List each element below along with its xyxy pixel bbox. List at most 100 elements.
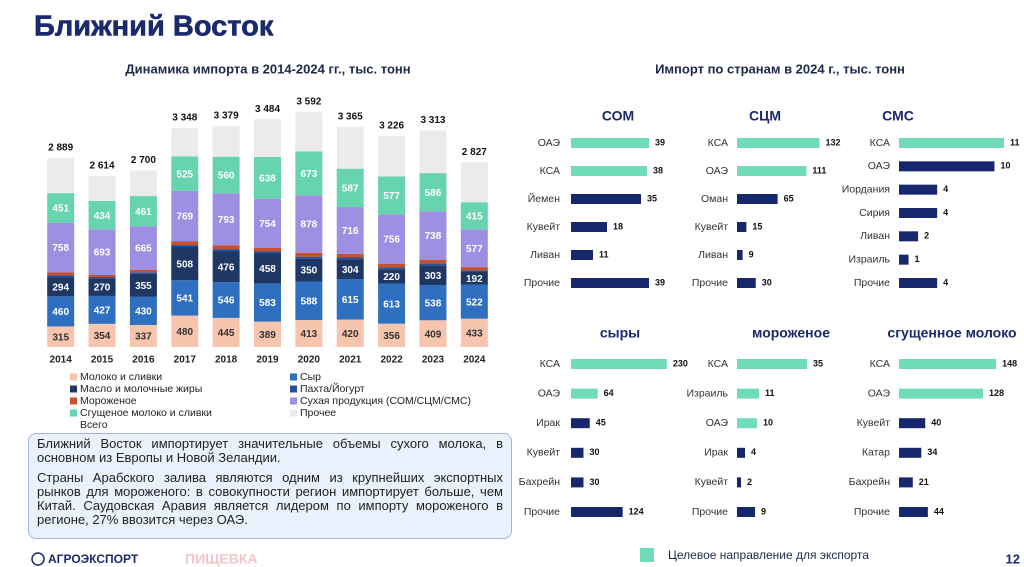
- bar-segment: [212, 317, 240, 347]
- total-label: 3 348: [172, 113, 197, 124]
- bar: [571, 138, 649, 148]
- legend-swatch: [290, 397, 297, 405]
- panel-title: СОМ: [602, 108, 634, 124]
- x-tick-label: 2015: [91, 355, 114, 366]
- data-label: 355: [135, 281, 152, 292]
- data-label: 294: [52, 282, 69, 293]
- bar: [899, 208, 938, 218]
- bar-segment: [171, 190, 199, 242]
- panel-title: сыры: [600, 325, 640, 341]
- data-label: 4: [943, 277, 948, 287]
- total-label: 3 484: [255, 104, 280, 115]
- data-label: 577: [383, 191, 400, 202]
- data-label: 39: [655, 137, 665, 147]
- bar: [737, 447, 745, 458]
- chart-title: Импорт по странам в 2024 г., тыс. тонн: [655, 61, 905, 76]
- data-label: 11: [1010, 137, 1020, 147]
- bar: [571, 477, 584, 488]
- bar-segment: [460, 229, 488, 268]
- total-label: 2 700: [131, 155, 156, 166]
- data-label: 546: [218, 296, 235, 307]
- x-tick-label: 2014: [50, 355, 73, 366]
- y-tick-label: Ливан: [530, 249, 560, 261]
- data-label: 588: [301, 296, 318, 307]
- y-tick-label: Прочие: [524, 506, 560, 518]
- data-label: 427: [94, 306, 111, 317]
- page-number: 12: [1006, 551, 1020, 566]
- bar-segment: [88, 176, 116, 201]
- data-label: 445: [218, 328, 235, 339]
- bar-segment: [129, 196, 157, 227]
- bar-segment: [254, 156, 281, 199]
- legend-swatch: [70, 397, 77, 405]
- data-label: 420: [342, 329, 359, 340]
- bar-segment: [254, 247, 281, 252]
- bar: [571, 222, 607, 232]
- data-label: 458: [259, 264, 276, 275]
- bar-segment: [460, 318, 488, 347]
- data-label: 350: [301, 266, 318, 277]
- data-label: 1: [915, 254, 920, 264]
- data-label: 39: [655, 277, 665, 287]
- bar: [571, 447, 584, 458]
- x-tick-label: 2017: [174, 355, 197, 366]
- panel-title: СЦМ: [749, 108, 781, 124]
- data-label: 2: [924, 231, 929, 241]
- y-tick-label: Ирак: [536, 417, 560, 429]
- data-label: 220: [383, 272, 400, 283]
- y-tick-label: Прочие: [854, 506, 890, 518]
- data-label: 461: [135, 207, 152, 218]
- bar-segment: [460, 162, 488, 203]
- data-label: 304: [342, 265, 359, 276]
- data-label: 124: [629, 506, 644, 516]
- bar: [737, 250, 743, 260]
- data-label: 303: [425, 271, 442, 282]
- total-label: 3 592: [296, 97, 321, 108]
- bar-segment: [47, 277, 75, 297]
- bar: [899, 138, 1004, 148]
- bar-segment: [254, 119, 281, 157]
- bar: [737, 166, 807, 176]
- y-tick-label: Бахрейн: [519, 476, 561, 488]
- bar-segment: [419, 259, 447, 264]
- legend-swatch: [290, 373, 297, 381]
- bar: [571, 359, 667, 369]
- y-tick-label: Кувейт: [695, 221, 729, 233]
- data-label: 64: [604, 388, 614, 398]
- bar: [737, 507, 755, 517]
- bar-segment: [212, 245, 240, 250]
- total-label: 3 365: [338, 112, 363, 123]
- bar-segment: [88, 276, 116, 279]
- data-label: 451: [52, 204, 69, 215]
- y-tick-label: Кувейт: [695, 476, 729, 488]
- data-label: 560: [218, 171, 235, 182]
- y-tick-label: ОАЭ: [706, 165, 729, 177]
- bar-segment: [129, 272, 157, 274]
- y-tick-label: Прочие: [692, 506, 728, 518]
- y-tick-label: КСА: [708, 137, 728, 149]
- data-label: 11: [765, 388, 775, 398]
- data-label: 878: [301, 220, 318, 231]
- bar-segment: [378, 263, 406, 268]
- data-label: 538: [425, 298, 442, 309]
- y-tick-label: Ирак: [704, 447, 728, 459]
- data-label: 35: [647, 193, 657, 203]
- bar: [899, 278, 938, 288]
- bar-segment: [88, 295, 116, 324]
- legend-label: Пахта/Йогурт: [300, 382, 365, 395]
- data-label: 10: [763, 418, 773, 428]
- data-label: 413: [301, 329, 318, 340]
- bar-segment: [336, 279, 364, 320]
- bar-segment: [460, 271, 488, 285]
- bar-segment: [47, 222, 75, 273]
- legend-swatch: [70, 409, 77, 417]
- legend-label: Сухая продукция (СОМ/СЦМ/СМС): [300, 395, 471, 407]
- data-label: 793: [218, 215, 235, 226]
- legend-swatch: [640, 548, 654, 562]
- data-label: 415: [466, 211, 483, 222]
- bar-segment: [88, 278, 116, 296]
- bar-segment: [460, 284, 488, 319]
- footer-logo: АГРОЭКСПОРТ: [48, 552, 139, 566]
- y-tick-label: ОАЭ: [868, 160, 891, 172]
- data-label: 4: [943, 207, 948, 217]
